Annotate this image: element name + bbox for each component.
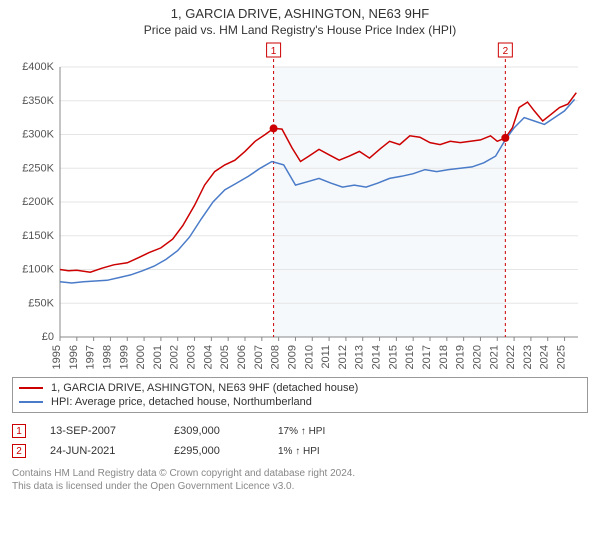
x-tick-label: 2024 xyxy=(539,345,551,369)
marker-index: 1 xyxy=(271,46,277,57)
x-tick-label: 2013 xyxy=(354,345,366,369)
price-chart: £0 £50K £100K £150K £200K £250K £300K £350K £400… xyxy=(12,37,588,377)
footnote-line: This data is licensed under the Open Gov… xyxy=(12,480,588,493)
transaction-date: 13-SEP-2007 xyxy=(50,425,150,437)
x-tick-label: 2014 xyxy=(371,345,383,369)
x-tick-label: 2002 xyxy=(169,345,181,369)
footnote-line: Contains HM Land Registry data © Crown c… xyxy=(12,467,588,480)
transactions-table: 1 13-SEP-2007 £309,000 17% ↑ HPI 2 24-JUN-202… xyxy=(12,421,588,461)
x-tick-label: 2019 xyxy=(455,345,467,369)
marker-dot xyxy=(501,134,509,142)
footnote: Contains HM Land Registry data © Crown c… xyxy=(12,467,588,493)
transaction-delta: 17% ↑ HPI xyxy=(278,426,325,437)
y-tick-label: £250K xyxy=(22,162,54,174)
x-tick-label: 2025 xyxy=(556,345,568,369)
y-tick-label: £200K xyxy=(22,196,54,208)
y-tick-label: £300K xyxy=(22,129,54,141)
x-tick-label: 2003 xyxy=(186,345,198,369)
legend-swatch xyxy=(19,401,43,403)
transaction-row: 1 13-SEP-2007 £309,000 17% ↑ HPI xyxy=(12,421,588,441)
x-tick-label: 2005 xyxy=(219,345,231,369)
x-tick-label: 2010 xyxy=(303,345,315,369)
x-tick-label: 1996 xyxy=(68,345,80,369)
x-tick-label: 2011 xyxy=(320,345,332,369)
transaction-price: £295,000 xyxy=(174,445,254,457)
x-tick-label: 2006 xyxy=(236,345,248,369)
x-tick-label: 2016 xyxy=(404,345,416,369)
transaction-delta: 1% ↑ HPI xyxy=(278,446,320,457)
legend-swatch xyxy=(19,387,43,389)
x-tick-label: 2004 xyxy=(202,345,214,369)
legend: 1, GARCIA DRIVE, ASHINGTON, NE63 9HF (de… xyxy=(12,377,588,413)
x-tick-label: 2000 xyxy=(135,345,147,369)
legend-item: 1, GARCIA DRIVE, ASHINGTON, NE63 9HF (de… xyxy=(19,381,581,395)
x-tick-label: 1998 xyxy=(101,345,113,369)
y-tick-label: £0 xyxy=(42,331,54,343)
page-subtitle: Price paid vs. HM Land Registry's House … xyxy=(12,23,588,37)
page-title: 1, GARCIA DRIVE, ASHINGTON, NE63 9HF xyxy=(12,6,588,21)
marker-dot xyxy=(270,124,278,132)
x-tick-label: 2008 xyxy=(270,345,282,369)
legend-item: HPI: Average price, detached house, Nort… xyxy=(19,395,581,409)
x-tick-label: 2022 xyxy=(505,345,517,369)
x-tick-label: 2020 xyxy=(471,345,483,369)
transaction-row: 2 24-JUN-2021 £295,000 1% ↑ HPI xyxy=(12,441,588,461)
x-tick-label: 2007 xyxy=(253,345,265,369)
transaction-index: 1 xyxy=(12,424,26,438)
x-tick-label: 1999 xyxy=(118,345,130,369)
y-tick-label: £150K xyxy=(22,230,54,242)
x-tick-label: 2012 xyxy=(337,345,349,369)
x-tick-label: 2001 xyxy=(152,345,164,369)
y-tick-label: £50K xyxy=(28,297,54,309)
x-tick-label: 2009 xyxy=(286,345,298,369)
transaction-date: 24-JUN-2021 xyxy=(50,445,150,457)
x-tick-label: 2015 xyxy=(387,345,399,369)
transaction-index: 2 xyxy=(12,444,26,458)
x-tick-label: 2017 xyxy=(421,345,433,369)
x-tick-label: 2021 xyxy=(488,345,500,369)
y-tick-label: £350K xyxy=(22,95,54,107)
legend-label: 1, GARCIA DRIVE, ASHINGTON, NE63 9HF (de… xyxy=(51,382,358,394)
transaction-price: £309,000 xyxy=(174,425,254,437)
marker-index: 2 xyxy=(503,46,509,57)
legend-label: HPI: Average price, detached house, Nort… xyxy=(51,396,312,408)
y-tick-label: £100K xyxy=(22,264,54,276)
x-tick-label: 2018 xyxy=(438,345,450,369)
x-tick-label: 1997 xyxy=(85,345,97,369)
x-tick-label: 2023 xyxy=(522,345,534,369)
y-tick-label: £400K xyxy=(22,61,54,73)
x-tick-label: 1995 xyxy=(51,345,63,369)
